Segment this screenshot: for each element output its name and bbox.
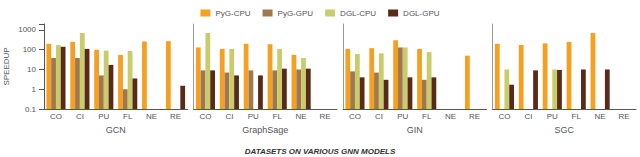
svg-text:GCN: GCN <box>106 125 126 135</box>
svg-text:RE: RE <box>469 112 480 121</box>
svg-text:CO: CO <box>498 112 510 121</box>
svg-text:1000: 1000 <box>18 25 36 34</box>
svg-text:SGC: SGC <box>554 125 574 135</box>
svg-text:CO: CO <box>199 112 211 121</box>
svg-text:PU: PU <box>98 112 109 121</box>
svg-text:NE: NE <box>445 112 456 121</box>
svg-text:CI: CI <box>225 112 233 121</box>
svg-text:DGL-GPU: DGL-GPU <box>403 9 440 18</box>
svg-text:DATASETS ON VARIOUS GNN MODELS: DATASETS ON VARIOUS GNN MODELS <box>245 147 396 156</box>
svg-text:PyG-GPU: PyG-GPU <box>278 9 314 18</box>
svg-text:SPEEDUP: SPEEDUP <box>2 47 11 85</box>
svg-text:PU: PU <box>248 112 259 121</box>
svg-text:FL: FL <box>422 112 432 121</box>
svg-text:RE: RE <box>319 112 330 121</box>
svg-text:PU: PU <box>547 112 558 121</box>
svg-text:0.1: 0.1 <box>25 105 37 114</box>
svg-text:CO: CO <box>50 112 62 121</box>
svg-text:1: 1 <box>32 85 37 94</box>
svg-text:RE: RE <box>618 112 629 121</box>
svg-text:FL: FL <box>273 112 283 121</box>
svg-text:FL: FL <box>123 112 133 121</box>
svg-text:NE: NE <box>296 112 307 121</box>
svg-text:GIN: GIN <box>407 125 423 135</box>
svg-text:10: 10 <box>27 65 36 74</box>
svg-text:NE: NE <box>146 112 157 121</box>
svg-text:CI: CI <box>375 112 383 121</box>
svg-text:PyG-CPU: PyG-CPU <box>215 9 250 18</box>
svg-text:CO: CO <box>349 112 361 121</box>
svg-text:FL: FL <box>572 112 582 121</box>
svg-text:100: 100 <box>23 45 37 54</box>
svg-text:DGL-CPU: DGL-CPU <box>340 9 376 18</box>
svg-text:CI: CI <box>524 112 532 121</box>
svg-text:CI: CI <box>76 112 84 121</box>
svg-text:RE: RE <box>170 112 181 121</box>
svg-text:GraphSage: GraphSage <box>242 125 288 135</box>
svg-text:NE: NE <box>595 112 606 121</box>
svg-text:PU: PU <box>397 112 408 121</box>
